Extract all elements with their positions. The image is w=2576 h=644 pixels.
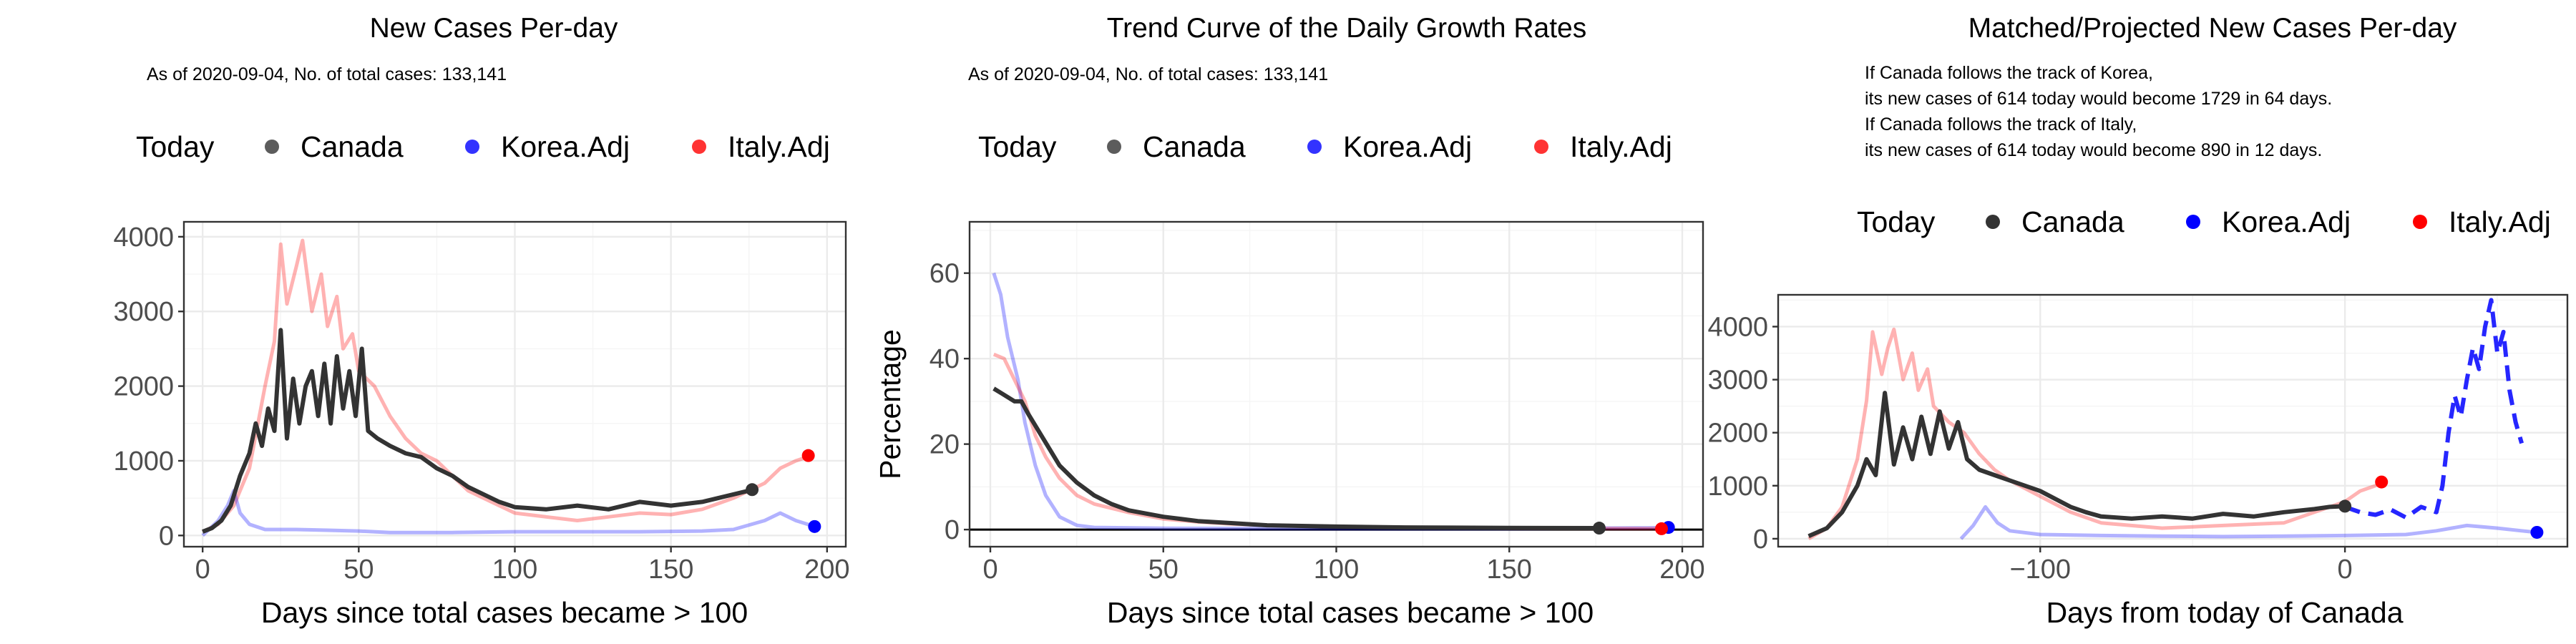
- today-point-italy-adj: [801, 449, 815, 462]
- x-tick-label: 100: [492, 555, 537, 585]
- today-point-canada: [2338, 499, 2352, 513]
- y-tick-label: 60: [930, 259, 960, 289]
- plot-border: [968, 220, 1704, 548]
- x-axis-label: Days from today of Canada: [2046, 596, 2403, 629]
- legend-key-korea-adj: [1307, 140, 1322, 154]
- x-tick-label: 50: [343, 555, 374, 585]
- panel-title: New Cases Per-day: [370, 13, 618, 44]
- legend-label: Canada: [301, 130, 404, 163]
- x-tick-label: 0: [195, 555, 210, 585]
- today-point-italy-adj: [1654, 522, 1668, 535]
- series-line-korea-adj: [201, 489, 816, 537]
- panel-subtitle-line: As of 2020-09-04, No. of total cases: 13…: [147, 64, 507, 84]
- plot-border: [1777, 293, 2569, 548]
- today-point-italy-adj: [2375, 475, 2389, 489]
- series-line-korea-adj: [1959, 504, 2537, 540]
- legend-key-italy-adj: [2413, 215, 2427, 229]
- legend-label: Italy.Adj: [2449, 205, 2551, 238]
- plot-area: 0 50 100 150 200 0 20 40 60: [930, 220, 1705, 585]
- x-axis-label: Days since total cases became > 100: [1107, 596, 1594, 629]
- panel-new-cases: New Cases Per-day As of 2020-09-04, No. …: [113, 13, 849, 629]
- x-tick-label: 50: [1148, 555, 1179, 585]
- y-tick-label: 4000: [1707, 312, 1768, 342]
- panel-matched-projected: Matched/Projected New Cases Per-day If C…: [1707, 13, 2569, 629]
- x-tick-label: 200: [1659, 555, 1704, 585]
- panel-growth-rates: Trend Curve of the Daily Growth Rates As…: [874, 13, 1705, 629]
- y-tick-label: 0: [945, 515, 960, 545]
- y-tick-label: 4000: [113, 223, 174, 253]
- legend-label: Italy.Adj: [1570, 130, 1672, 163]
- series-projection-korea-adj: [2344, 298, 2524, 520]
- plot-area: −100 0 0 1000 2000 3000 4000: [1707, 293, 2569, 585]
- legend-key-canada: [1107, 140, 1121, 154]
- y-tick-label: 3000: [1707, 366, 1768, 396]
- legend: Today Canada Korea.Adj Italy.Adj: [136, 130, 830, 163]
- x-tick-label: 0: [982, 555, 997, 585]
- x-tick-label: 0: [2338, 555, 2353, 585]
- panel-title: Matched/Projected New Cases Per-day: [1968, 13, 2457, 44]
- legend-label: Canada: [2021, 205, 2124, 238]
- y-tick-label: 20: [930, 430, 960, 460]
- legend-label: Canada: [1143, 130, 1246, 163]
- x-tick-label: −100: [2009, 555, 2071, 585]
- y-tick-label: 0: [159, 521, 174, 551]
- legend-label: Korea.Adj: [501, 130, 630, 163]
- legend-title: Today: [978, 130, 1057, 163]
- legend-label: Korea.Adj: [2222, 205, 2351, 238]
- legend-key-korea-adj: [465, 140, 479, 154]
- today-point-korea-adj: [2530, 525, 2544, 539]
- legend-title: Today: [1857, 205, 1936, 238]
- series-line-canada: [202, 328, 750, 534]
- legend-key-italy-adj: [1534, 140, 1548, 154]
- today-point-canada: [746, 483, 759, 497]
- y-tick-label: 1000: [113, 447, 174, 477]
- legend-title: Today: [136, 130, 215, 163]
- x-axis-label: Days since total cases became > 100: [261, 596, 748, 629]
- y-tick-label: 3000: [113, 297, 174, 327]
- today-point-korea-adj: [808, 519, 821, 533]
- legend: Today Canada Korea.Adj Italy.Adj: [978, 130, 1672, 163]
- panel-subtitle-line: its new cases of 614 today would become …: [1865, 140, 2322, 160]
- plot-border: [182, 220, 847, 548]
- y-tick-label: 40: [930, 344, 960, 374]
- legend-key-italy-adj: [692, 140, 706, 154]
- panel-subtitle-line: If Canada follows the track of Italy,: [1865, 114, 2137, 135]
- panel-subtitle-line: As of 2020-09-04, No. of total cases: 13…: [968, 64, 1328, 84]
- legend-label: Korea.Adj: [1343, 130, 1472, 163]
- panel-subtitle-line: its new cases of 614 today would become …: [1865, 89, 2332, 109]
- legend-key-korea-adj: [2186, 215, 2200, 229]
- legend: Today Canada Korea.Adj Italy.Adj: [1857, 205, 2551, 238]
- plot-background: [1778, 295, 2567, 547]
- panel-title: Trend Curve of the Daily Growth Rates: [1107, 13, 1586, 44]
- series-line-italy-adj: [202, 238, 812, 534]
- panel-subtitle-line: If Canada follows the track of Korea,: [1865, 63, 2153, 83]
- x-tick-label: 200: [804, 555, 849, 585]
- today-point-canada: [1592, 522, 1606, 535]
- legend-key-canada: [265, 140, 279, 154]
- y-tick-label: 2000: [1707, 419, 1768, 449]
- y-tick-label: 2000: [113, 372, 174, 402]
- y-tick-label: 0: [1753, 525, 1768, 555]
- legend-key-canada: [1986, 215, 2000, 229]
- legend-label: Italy.Adj: [728, 130, 830, 163]
- series-line-canada: [1807, 391, 2346, 538]
- series-line-canada: [992, 386, 1600, 530]
- x-tick-label: 100: [1314, 555, 1359, 585]
- x-tick-label: 150: [1487, 555, 1532, 585]
- x-tick-label: 150: [648, 555, 693, 585]
- y-axis-label: Percentage: [874, 329, 907, 479]
- y-tick-label: 1000: [1707, 472, 1768, 502]
